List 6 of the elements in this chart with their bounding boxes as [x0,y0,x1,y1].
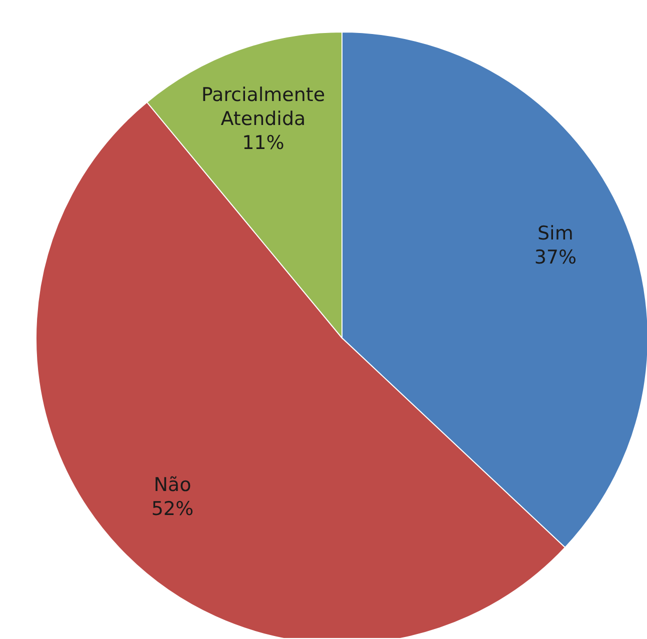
slice-label: Sim [538,222,574,245]
slice-label: Parcialmente Atendida [201,84,326,130]
data-label: 37% [534,246,577,269]
data-label: 52% [151,498,194,520]
data-label: 11% [242,132,284,154]
slice-label: Não [154,474,192,496]
